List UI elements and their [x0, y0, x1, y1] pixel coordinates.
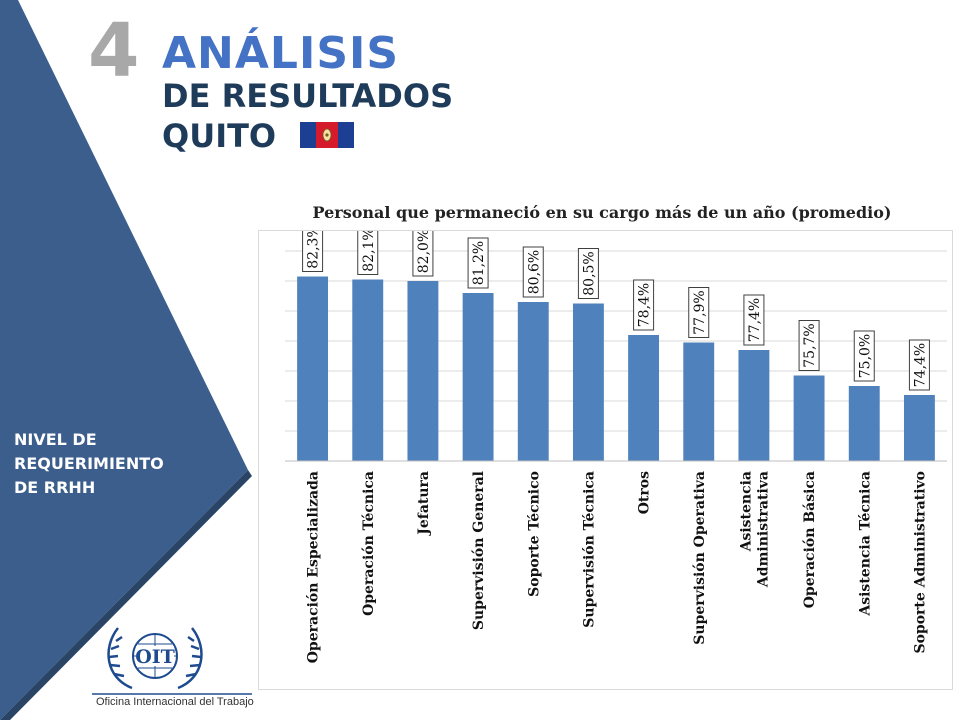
data-label-text: 81,2%	[471, 241, 487, 285]
bar	[738, 350, 770, 461]
data-label: 82,0%	[412, 231, 434, 277]
sidebar-shape	[0, 0, 248, 720]
category-label-text: Otros	[637, 471, 653, 514]
category-label: Asistencia Técnica	[857, 471, 873, 617]
category-label: Soporte Técnico	[526, 471, 542, 597]
data-label-box	[908, 339, 930, 391]
data-label-text: 80,5%	[581, 251, 597, 295]
data-label-box	[302, 231, 324, 272]
category-label: Supervisión Técnica	[581, 471, 597, 628]
bar	[297, 276, 329, 461]
bar	[572, 303, 604, 461]
data-label-text: 77,4%	[747, 298, 763, 342]
data-label-box	[357, 231, 379, 275]
category-label: Operación Técnica	[361, 471, 377, 616]
category-label: Supervisión Operativa	[692, 471, 708, 645]
sidebar-label-line: REQUERIMIENTO	[14, 454, 164, 473]
data-label-text: 78,4%	[637, 283, 653, 327]
data-label-box	[743, 294, 765, 346]
category-label-text: Soporte Técnico	[526, 471, 542, 597]
bar	[683, 342, 715, 461]
oit-logo: OIT	[92, 627, 252, 695]
category-label-text: Supervisión General	[471, 471, 487, 630]
bar	[352, 279, 384, 461]
city-title: QUITO	[162, 117, 277, 155]
bar	[628, 335, 660, 461]
data-label-box	[522, 246, 544, 298]
data-label: 82,3%	[302, 231, 324, 272]
sidebar-label-line: DE RRHH	[14, 478, 96, 497]
bar	[462, 293, 494, 461]
data-label-text: 82,3%	[306, 231, 322, 269]
logo-caption: Oficina Internacional del Trabajo	[96, 696, 254, 708]
data-label: 75,0%	[853, 330, 875, 382]
category-label-text: Operación Especializada	[306, 471, 322, 663]
data-label-box	[577, 248, 599, 299]
flag-stripe-left	[300, 122, 316, 148]
data-label: 80,5%	[577, 248, 599, 299]
data-label: 81,2%	[467, 237, 489, 289]
page-subtitle: DE RESULTADOS	[162, 77, 454, 115]
category-label: Operación Básica	[802, 471, 818, 608]
category-label-text: Jefatura	[416, 471, 432, 537]
category-label: Soporte Administrativo	[912, 471, 928, 654]
data-label-box	[633, 279, 655, 331]
bar	[407, 281, 439, 461]
category-label: Operación Especializada	[306, 471, 322, 663]
data-label-box	[798, 320, 820, 371]
category-label-text: Operación Técnica	[361, 471, 377, 616]
flag-stripe-center	[316, 122, 338, 148]
data-label-text: 75,7%	[802, 323, 818, 367]
category-label-text: Soporte Administrativo	[912, 471, 928, 654]
chart-frame: 82,3% Operación Especializada 82,1% Operaci…	[258, 230, 953, 690]
category-label: Otros	[637, 471, 653, 514]
data-label: 82,1%	[357, 231, 379, 275]
bar	[793, 375, 825, 461]
data-label-text: 82,1%	[361, 231, 377, 272]
data-label: 75,7%	[798, 320, 820, 371]
sidebar-label-line: NIVEL DE	[14, 430, 97, 449]
flag-stripe-right	[338, 122, 354, 148]
category-label: Supervisión General	[471, 471, 487, 630]
quito-flag-icon	[300, 122, 354, 148]
category-label-text: Operación Básica	[802, 471, 818, 608]
data-label: 78,4%	[633, 279, 655, 331]
category-label-text: Supervisión Técnica	[581, 471, 597, 628]
data-label-text: 80,6%	[526, 250, 542, 294]
category-label: Asistencia Administrativa	[738, 471, 771, 588]
data-label: 74,4%	[908, 339, 930, 391]
data-label-text: 74,4%	[912, 343, 928, 387]
data-label: 77,4%	[743, 294, 765, 346]
data-label-box	[853, 330, 875, 382]
data-label-text: 75,0%	[857, 334, 873, 378]
laurel-right-icon	[177, 627, 203, 690]
category-label-text: Asistencia Técnica	[857, 471, 873, 617]
section-number: 4	[88, 8, 140, 94]
bar	[903, 395, 935, 461]
data-label-text: 82,0%	[416, 231, 432, 273]
sidebar-label: NIVEL DE REQUERIMIENTO DE RRHH	[14, 428, 234, 500]
category-label: Jefatura	[416, 471, 432, 537]
chart-title: Personal que permaneció en su cargo más …	[312, 203, 892, 222]
page-title: ANÁLISIS	[162, 28, 400, 79]
category-label-text: Supervisión Operativa	[692, 471, 708, 645]
data-label-box	[688, 287, 710, 338]
data-label-text: 77,9%	[692, 290, 708, 334]
category-label-text: Administrativa	[755, 471, 771, 588]
category-label-text: Asistencia	[738, 471, 754, 552]
sidebar-shadow	[0, 470, 252, 720]
flag-emblem-icon	[322, 128, 332, 142]
sidebar-triangle	[0, 0, 252, 720]
bar-chart: 82,3% Operación Especializada 82,1% Operaci…	[285, 231, 947, 663]
logo-text: OIT	[135, 646, 175, 668]
laurel-left-icon	[107, 627, 133, 690]
data-label-box	[412, 231, 434, 277]
bar	[848, 386, 880, 461]
bar	[517, 302, 549, 461]
data-label-box	[467, 237, 489, 289]
data-label: 77,9%	[688, 287, 710, 338]
data-label: 80,6%	[522, 246, 544, 298]
